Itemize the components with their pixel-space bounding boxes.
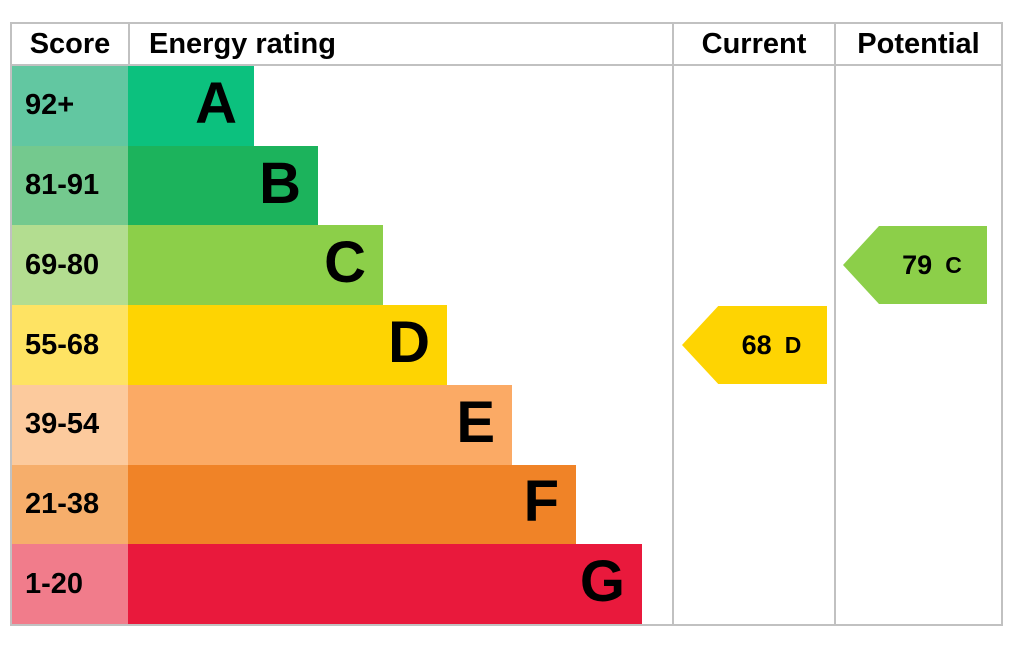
current-rating-letter: D xyxy=(784,331,802,358)
band-letter-c: C xyxy=(324,230,366,296)
band-bar-b: B xyxy=(128,145,318,226)
band-letter-f: F xyxy=(523,469,559,535)
band-rows: 92+ A 81-91 B 69-80 C 55-68 D xyxy=(12,66,1001,625)
band-bar-e: E xyxy=(128,384,512,465)
col-header-energy-rating: Energy rating xyxy=(149,27,336,60)
band-row-b: 81-91 B xyxy=(12,145,1001,226)
band-row-g: 1-20 G xyxy=(12,544,1001,625)
band-letter-b: B xyxy=(259,150,301,216)
current-rating-arrow: 68 D xyxy=(682,306,827,384)
band-letter-d: D xyxy=(388,310,430,376)
potential-score-value: 79 xyxy=(902,249,933,280)
score-range-a: 92+ xyxy=(12,66,128,146)
band-row-f: 21-38 F xyxy=(12,464,1001,545)
col-header-potential: Potential xyxy=(857,27,980,60)
band-bar-g: G xyxy=(128,544,642,625)
score-range-c: 69-80 xyxy=(12,225,128,306)
band-row-e: 39-54 E xyxy=(12,384,1001,465)
band-row-a: 92+ A xyxy=(12,66,1001,146)
chart-table: Score Energy rating Current Potential 92… xyxy=(10,22,1003,626)
band-bar-f: F xyxy=(128,464,576,545)
col-header-score: Score xyxy=(12,24,130,64)
column-divider-potential xyxy=(834,24,836,624)
col-header-current: Current xyxy=(701,27,807,60)
score-range-d: 55-68 xyxy=(12,305,128,385)
band-row-d: 55-68 D xyxy=(12,305,1001,385)
band-letter-a: A xyxy=(195,70,237,136)
band-letter-e: E xyxy=(456,389,495,455)
header-row: Score Energy rating Current Potential xyxy=(12,24,1001,66)
score-range-b: 81-91 xyxy=(12,145,128,226)
band-bar-c: C xyxy=(128,225,383,306)
current-score-value: 68 xyxy=(741,329,772,360)
score-range-f: 21-38 xyxy=(12,464,128,545)
band-bar-d: D xyxy=(128,305,447,385)
band-letter-g: G xyxy=(579,549,625,615)
band-row-c: 69-80 C xyxy=(12,225,1001,306)
column-divider-current xyxy=(672,24,674,624)
score-range-g: 1-20 xyxy=(12,544,128,625)
potential-rating-letter: C xyxy=(945,251,962,278)
score-range-e: 39-54 xyxy=(12,384,128,465)
band-bar-a: A xyxy=(128,66,254,146)
potential-rating-arrow: 79 C xyxy=(843,226,987,304)
